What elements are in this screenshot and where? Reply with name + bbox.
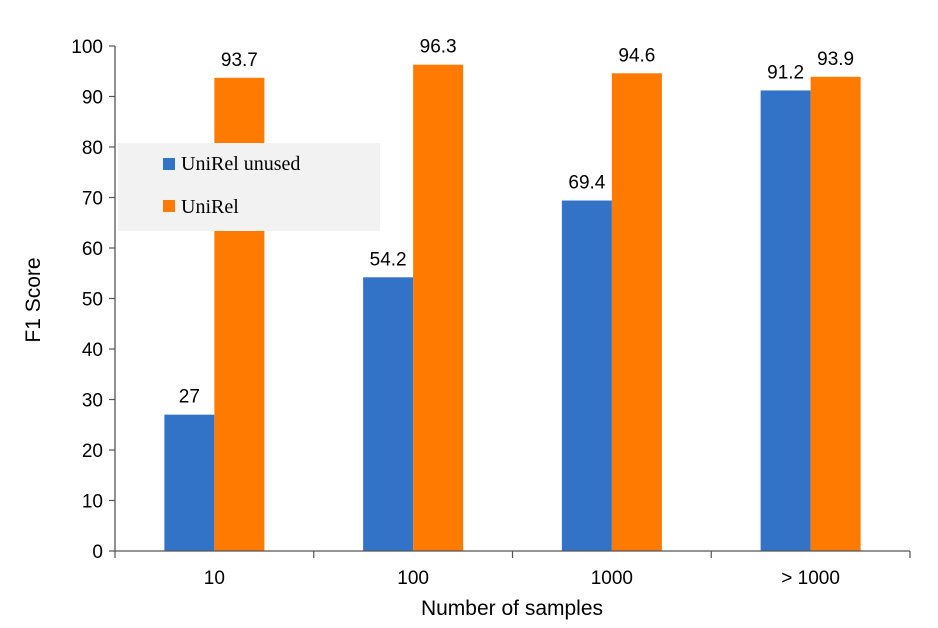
bar-value-label: 93.7 [221, 50, 258, 71]
bars [164, 64, 861, 552]
y-tick-label: 40 [82, 340, 103, 361]
bar [413, 64, 464, 551]
y-tick-label: 30 [82, 391, 103, 412]
bar-value-label: 94.6 [618, 45, 655, 66]
legend-background [118, 143, 380, 231]
y-tick-label: 20 [82, 441, 103, 462]
y-tick-label: 90 [82, 88, 103, 109]
bar-value-label: 96.3 [420, 37, 457, 58]
legend-label-unirel: UniRel [181, 196, 239, 218]
data-labels: 27 93.7 54.2 96.3 69.4 94.6 91.2 93.9 [179, 37, 854, 408]
bar [810, 76, 861, 552]
legend-swatch-unirel-unused [163, 158, 175, 170]
bar [760, 90, 811, 551]
legend-swatch-unirel [163, 200, 175, 212]
legend: UniRel unused UniRel [118, 143, 380, 231]
bar-value-label: 91.2 [767, 62, 804, 83]
bar [164, 414, 215, 551]
y-tick-label: 50 [82, 290, 103, 311]
y-tick-label: 80 [82, 138, 103, 159]
bar-value-label: 27 [179, 387, 200, 408]
x-axis-title: Number of samples [421, 597, 603, 620]
x-tick-label: 10 [204, 568, 225, 589]
y-tick-label: 60 [82, 239, 103, 260]
bar-value-label: 54.2 [370, 249, 407, 270]
x-tick-label: 100 [397, 568, 429, 589]
bar [561, 200, 612, 551]
y-tick-label: 100 [71, 37, 103, 58]
x-tick-label: 1000 [591, 568, 633, 589]
legend-label-unirel-unused: UniRel unused [181, 153, 300, 175]
bar [363, 277, 414, 551]
y-axis-ticks: 0 10 20 30 40 50 60 70 80 90 100 [71, 37, 115, 563]
bar [611, 73, 662, 552]
x-axis-ticks: 10 100 1000 > 1000 [114, 551, 911, 589]
y-axis-title: F1 Score [22, 257, 45, 342]
bar-value-label: 69.4 [568, 173, 605, 194]
x-tick-label: > 1000 [781, 568, 840, 589]
y-tick-label: 0 [92, 542, 103, 563]
y-tick-label: 70 [82, 189, 103, 210]
y-tick-label: 10 [82, 492, 103, 513]
bar-value-label: 93.9 [817, 49, 854, 70]
